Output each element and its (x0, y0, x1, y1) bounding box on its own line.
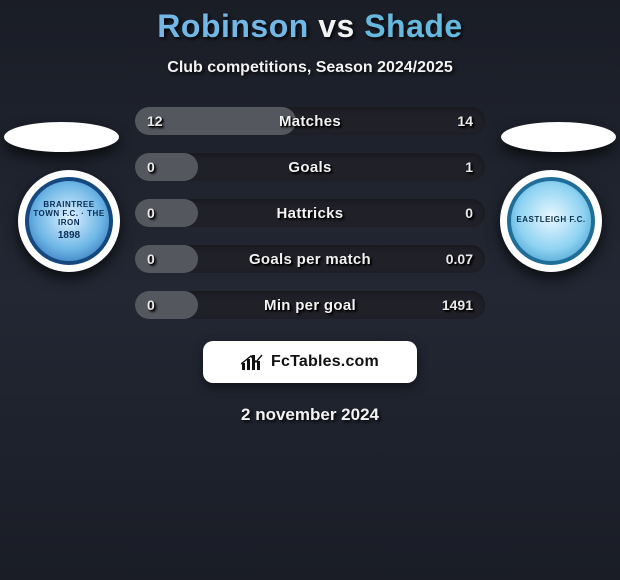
stat-label: Goals per match (249, 251, 371, 268)
player1-ellipse (4, 122, 119, 152)
footer-date: 2 november 2024 (0, 405, 620, 425)
club-badge-left: BRAINTREE TOWN F.C. · THE IRON 1898 (18, 170, 120, 272)
stat-label: Min per goal (264, 297, 356, 314)
club-right-ring-text: EASTLEIGH F.C. (516, 216, 585, 225)
stat-value-right: 1 (465, 159, 473, 175)
title-vs: vs (318, 8, 355, 44)
stat-value-left: 0 (147, 297, 155, 313)
stat-row: 0 Min per goal 1491 (135, 291, 485, 319)
bar-chart-icon (241, 353, 263, 371)
stat-row-fill-left (135, 199, 198, 227)
stat-row: 0 Goals per match 0.07 (135, 245, 485, 273)
club-left-ring-text: BRAINTREE TOWN F.C. · THE IRON (29, 201, 109, 227)
club-left-year: 1898 (58, 230, 80, 241)
stat-value-left: 0 (147, 251, 155, 267)
title-player1: Robinson (157, 8, 309, 44)
stat-row-fill-left (135, 291, 198, 319)
title-player2: Shade (364, 8, 463, 44)
stat-row: 0 Goals 1 (135, 153, 485, 181)
stat-label: Hattricks (277, 205, 344, 222)
infographic: Robinson vs Shade Club competitions, Sea… (0, 0, 620, 580)
watermark: FcTables.com (203, 341, 417, 383)
player2-ellipse (501, 122, 616, 152)
watermark-text: FcTables.com (271, 353, 379, 371)
stat-row-fill-left (135, 245, 198, 273)
club-badge-right-inner: EASTLEIGH F.C. (507, 177, 595, 265)
stat-row-fill-left (135, 153, 198, 181)
subtitle: Club competitions, Season 2024/2025 (0, 59, 620, 77)
stat-row: 12 Matches 14 (135, 107, 485, 135)
club-badge-left-inner: BRAINTREE TOWN F.C. · THE IRON 1898 (25, 177, 113, 265)
stats-rows: 12 Matches 14 0 Goals 1 0 Hattricks 0 0 Goals per … (135, 107, 485, 319)
stat-value-left: 0 (147, 205, 155, 221)
stat-value-right: 0 (465, 205, 473, 221)
stat-value-left: 12 (147, 113, 163, 129)
stat-value-left: 0 (147, 159, 155, 175)
stat-value-right: 1491 (442, 297, 473, 313)
stat-label: Matches (279, 113, 341, 130)
club-badge-right: EASTLEIGH F.C. (500, 170, 602, 272)
stat-label: Goals (288, 159, 331, 176)
stat-value-right: 14 (457, 113, 473, 129)
stat-row: 0 Hattricks 0 (135, 199, 485, 227)
stat-value-right: 0.07 (446, 251, 473, 267)
page-title: Robinson vs Shade (0, 0, 620, 45)
